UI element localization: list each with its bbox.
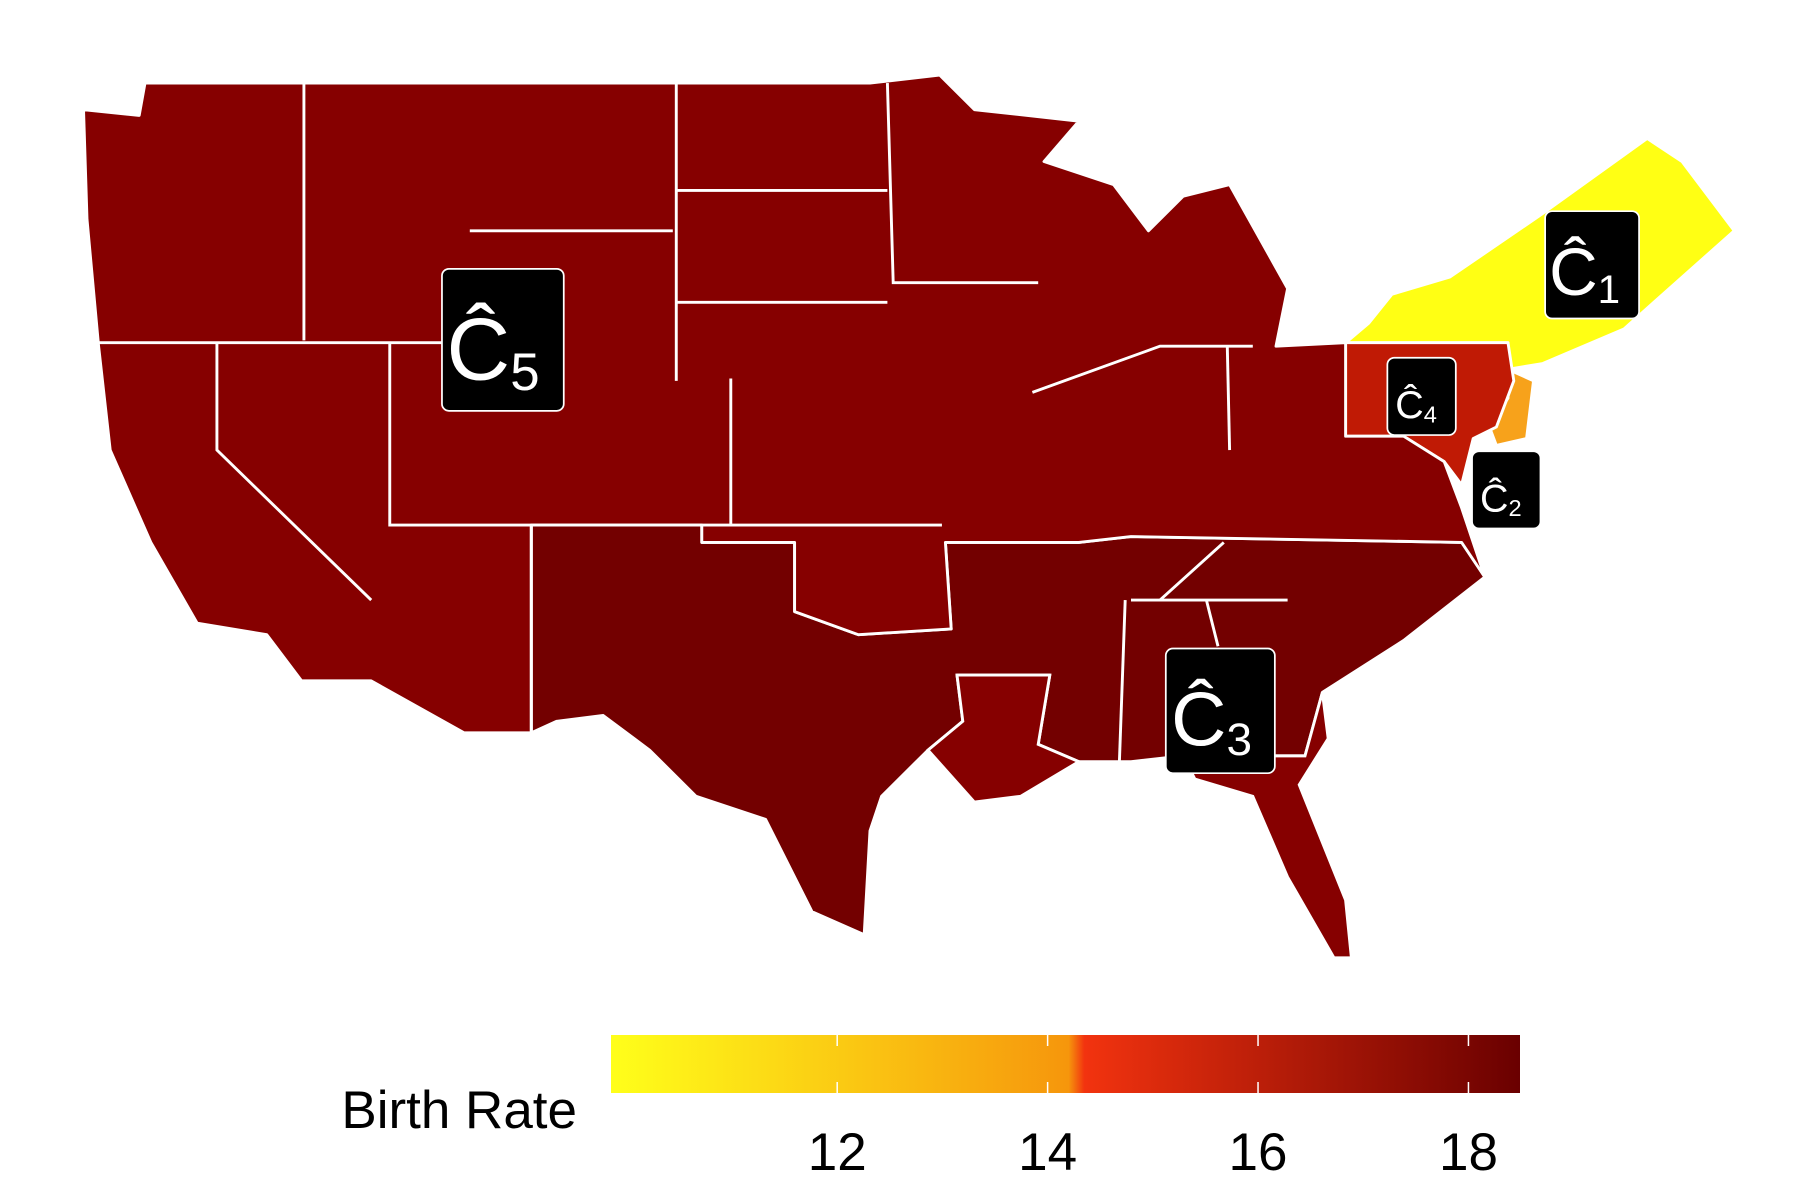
cluster-label-box: [1544, 210, 1640, 320]
cluster-label: Ĉ3: [1171, 678, 1252, 765]
state-border: [1031, 344, 1253, 394]
colorbar-tick-label: 16: [1229, 1123, 1288, 1182]
cluster-symbol: Ĉ: [1549, 235, 1598, 310]
cluster-label-box: [441, 268, 565, 412]
cluster-symbol: Ĉ: [447, 300, 511, 399]
cluster-label-box: [1164, 647, 1276, 775]
cluster-index: 2: [1508, 496, 1521, 522]
cluster-index: 4: [1424, 403, 1437, 429]
state-border: [388, 342, 942, 527]
cluster-index: 5: [510, 343, 539, 402]
state-border: [215, 342, 373, 602]
legend: Birth Rate 12 14 16 18: [341, 1035, 1520, 1182]
colorbar-tick-label: 14: [1018, 1123, 1077, 1182]
region: [925, 673, 1082, 804]
colorbar-tick-label: 12: [808, 1123, 867, 1182]
cluster-label: Ĉ1: [1549, 235, 1620, 312]
state-border: [1117, 600, 1127, 762]
state-border: [1159, 541, 1225, 602]
state-border: [885, 83, 1039, 285]
legend-title: Birth Rate: [341, 1081, 577, 1140]
cluster-label-box: [1471, 450, 1542, 530]
region: [82, 73, 1487, 735]
colorbar-tick-label: 18: [1439, 1123, 1498, 1182]
colorbar: [611, 1035, 1520, 1093]
cluster-label: Ĉ4: [1395, 383, 1437, 429]
cluster-symbol: Ĉ: [1480, 477, 1508, 521]
cluster-label: Ĉ5: [447, 300, 540, 402]
cluster-label: Ĉ2: [1480, 477, 1522, 523]
cluster-index: 1: [1598, 267, 1620, 312]
cluster-label-box: [1386, 356, 1457, 436]
state-border: [1204, 599, 1220, 647]
cluster-symbol: Ĉ: [1395, 383, 1423, 427]
cluster-index: 3: [1226, 714, 1252, 765]
state-border: [1225, 346, 1232, 451]
cluster-symbol: Ĉ: [1171, 678, 1226, 763]
region: [1344, 137, 1736, 371]
